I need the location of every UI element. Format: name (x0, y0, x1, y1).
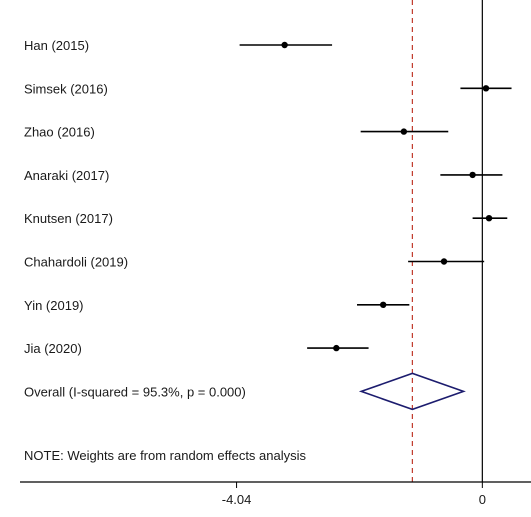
study-label: Yin (2019) (24, 298, 84, 313)
study-label: Jia (2020) (24, 341, 82, 356)
study-label: Han (2015) (24, 38, 89, 53)
study-row: Yin (2019) (24, 298, 410, 313)
study-rows: Han (2015) Simsek (2016) Zhao (2016) Anarak… (24, 38, 512, 356)
study-row: Simsek (2016) (24, 81, 512, 96)
study-label: Anaraki (2017) (24, 168, 109, 183)
overall-label: Overall (I-squared = 95.3%, p = 0.000) (24, 384, 246, 399)
point-estimate (400, 128, 408, 135)
study-row: Chahardoli (2019) (24, 255, 485, 270)
study-label: Chahardoli (2019) (24, 255, 128, 270)
weights-note: NOTE: Weights are from random effects an… (24, 448, 307, 463)
x-axis: -4.04 0 (20, 481, 531, 507)
study-row: Knutsen (2017) (24, 211, 508, 226)
point-estimate (379, 301, 387, 308)
overall-row: Overall (I-squared = 95.3%, p = 0.000) (24, 372, 466, 411)
study-row: Anaraki (2017) (24, 168, 503, 183)
study-label: Simsek (2016) (24, 81, 108, 96)
overall-diamond (358, 372, 466, 411)
x-tick-label: 0 (479, 492, 486, 507)
study-label: Zhao (2016) (24, 125, 95, 140)
point-estimate (281, 41, 288, 49)
x-tick-label: -4.04 (222, 492, 252, 507)
point-estimate (482, 85, 490, 92)
study-row: Han (2015) (24, 38, 333, 53)
study-row: Jia (2020) (24, 341, 369, 356)
point-estimate (469, 171, 476, 179)
study-row: Zhao (2016) (24, 125, 449, 140)
point-estimate (485, 215, 493, 222)
reference-lines (411, 0, 483, 482)
point-estimate (333, 344, 340, 352)
point-estimate (440, 258, 448, 265)
study-label: Knutsen (2017) (24, 211, 113, 226)
